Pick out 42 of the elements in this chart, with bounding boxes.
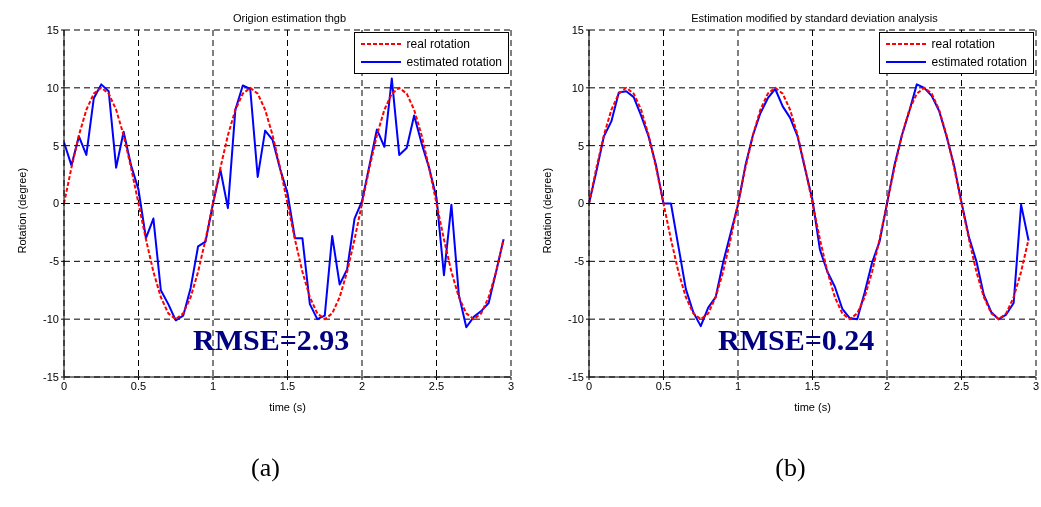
x-tick-label: 2.5	[953, 379, 970, 392]
x-tick-label: 1	[734, 379, 742, 392]
x-tick-label: 0	[585, 379, 593, 392]
annotation: RMSE=2.93	[193, 323, 350, 357]
x-tick-label: 2.5	[428, 379, 445, 392]
y-tick-label: 0	[52, 197, 59, 210]
y-tick-label: -5	[49, 255, 59, 268]
legend-label: real rotation	[931, 36, 995, 53]
y-tick-label: 5	[577, 139, 584, 152]
y-tick-label: 0	[577, 197, 584, 210]
x-tick-label: 0	[60, 379, 68, 392]
chart-title: Estimation modified by standard deviation analysis	[690, 12, 939, 24]
y-tick-label: -10	[43, 313, 59, 326]
x-axis-title: time (s)	[269, 401, 306, 413]
text: (b)	[774, 453, 807, 483]
y-tick-label: 10	[571, 81, 584, 94]
x-tick-label: 1	[209, 379, 217, 392]
x-tick-label: 2	[883, 379, 891, 392]
y-tick-label: 5	[52, 139, 59, 152]
text: (a)	[250, 453, 281, 483]
y-tick-label: -15	[568, 370, 584, 383]
x-tick-label: 1.5	[279, 379, 296, 392]
legend-label: estimated rotation	[931, 54, 1027, 71]
chart-title: Origion estimation thgb	[231, 12, 348, 24]
annotation: RMSE=0.24	[718, 323, 875, 357]
x-tick-label: 0.5	[655, 379, 672, 392]
x-tick-label: 3	[1032, 379, 1040, 392]
x-tick-label: 1.5	[804, 379, 821, 392]
y-tick-label: -15	[43, 370, 59, 383]
y-axis-title: Rotation (degree)	[15, 167, 28, 254]
legend-label: real rotation	[406, 36, 470, 53]
x-axis-title: time (s)	[794, 401, 831, 413]
y-tick-label: 15	[571, 23, 584, 36]
y-axis-title: Rotation (degree)	[540, 167, 553, 254]
x-tick-label: 3	[507, 379, 515, 392]
x-tick-label: 2	[358, 379, 366, 392]
legend-label: estimated rotation	[406, 54, 502, 71]
y-tick-label: 10	[46, 81, 59, 94]
y-tick-label: -5	[574, 255, 584, 268]
y-tick-label: 15	[46, 23, 59, 36]
x-tick-label: 0.5	[130, 379, 147, 392]
y-tick-label: -10	[568, 313, 584, 326]
